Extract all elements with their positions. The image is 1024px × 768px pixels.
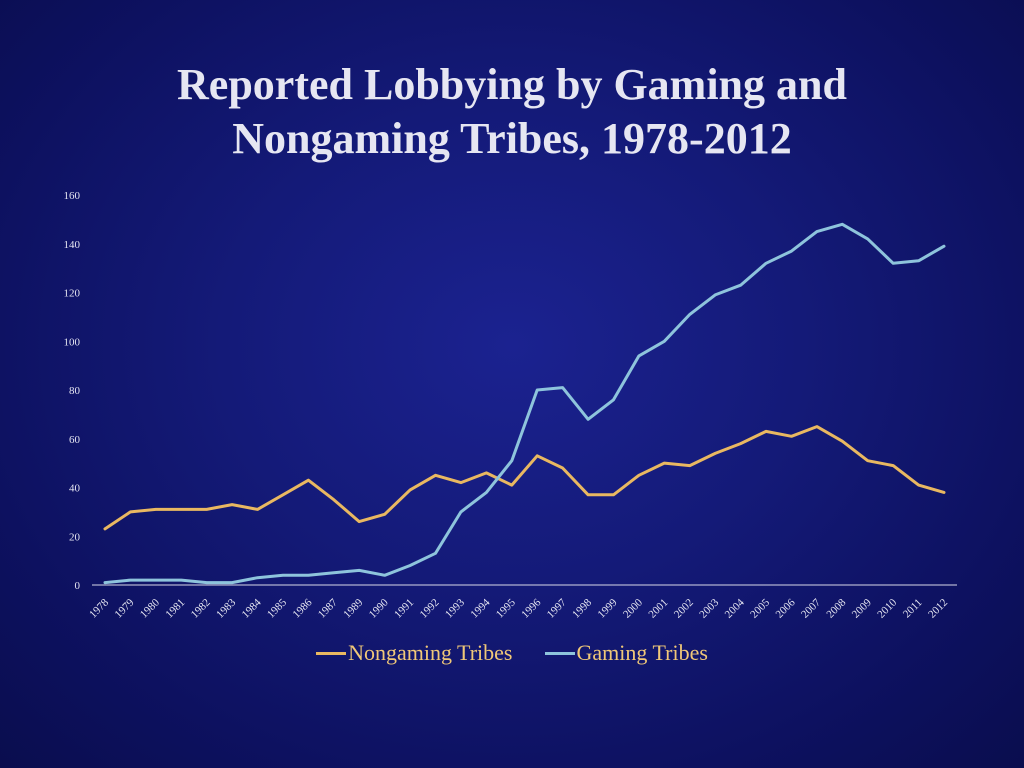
y-tick-label: 100 xyxy=(64,336,81,348)
x-tick-label: 1981 xyxy=(163,597,187,621)
x-tick-label: 2011 xyxy=(901,597,925,621)
x-tick-label: 2012 xyxy=(926,597,950,621)
y-tick-label: 120 xyxy=(64,288,81,300)
series-line-nongaming xyxy=(103,425,946,531)
x-tick-label: 1991 xyxy=(392,597,416,621)
legend: Nongaming Tribes Gaming Tribes xyxy=(0,640,1024,666)
x-tick-label: 2009 xyxy=(850,596,874,620)
x-tick-label: 2004 xyxy=(723,596,747,620)
x-tick-label: 1997 xyxy=(545,596,569,620)
y-axis-ticks: 0 20 40 60 80 100 120 140 160 xyxy=(64,190,81,592)
y-tick-label: 60 xyxy=(69,434,81,446)
x-tick-label: 2001 xyxy=(646,597,670,621)
x-tick-label: 1996 xyxy=(519,596,543,620)
chart-title-line-1: Reported Lobbying by Gaming and xyxy=(177,60,847,109)
x-tick-label: 1979 xyxy=(113,596,137,620)
chart-title-line-2: Nongaming Tribes, 1978-2012 xyxy=(232,114,792,163)
x-tick-label: 1983 xyxy=(214,596,238,620)
y-tick-label: 160 xyxy=(64,190,81,202)
x-tick-label: 1999 xyxy=(596,596,620,620)
legend-label-nongaming: Nongaming Tribes xyxy=(348,640,513,665)
x-tick-label: 1998 xyxy=(570,596,594,620)
y-tick-label: 80 xyxy=(69,385,81,397)
legend-swatch-gaming xyxy=(544,651,575,655)
y-tick-label: 0 xyxy=(75,580,81,592)
x-tick-label: 1986 xyxy=(290,596,314,620)
x-tick-label: 1989 xyxy=(341,596,365,620)
legend-label-gaming: Gaming Tribes xyxy=(576,640,708,665)
x-tick-label: 2005 xyxy=(748,596,772,620)
x-tick-label: 2008 xyxy=(824,596,848,620)
x-tick-label: 1994 xyxy=(468,596,492,620)
y-tick-label: 40 xyxy=(69,483,81,495)
x-tick-label: 1980 xyxy=(138,596,162,620)
x-tick-label: 2003 xyxy=(697,596,721,620)
legend-swatch-nongaming xyxy=(316,651,347,655)
x-tick-label: 1993 xyxy=(443,596,467,620)
x-tick-label: 1990 xyxy=(367,596,391,620)
x-tick-label: 2007 xyxy=(799,596,823,620)
x-tick-label: 1985 xyxy=(265,596,289,620)
x-tick-label: 1992 xyxy=(418,597,442,621)
y-tick-label: 20 xyxy=(69,531,81,543)
x-tick-label: 1982 xyxy=(189,597,213,621)
legend-item-gaming: Gaming Tribes xyxy=(544,640,708,666)
chart-title: Reported Lobbying by Gaming and Nongamin… xyxy=(0,58,1024,166)
series-lines xyxy=(103,222,946,585)
x-tick-label: 1978 xyxy=(87,596,111,620)
x-tick-label: 1995 xyxy=(494,596,518,620)
x-axis-ticks: 1978 1979 1980 1981 1982 1983 1984 1985 1986 1987… xyxy=(87,596,950,620)
x-tick-label: 1987 xyxy=(316,596,340,620)
series-line-gaming xyxy=(103,222,946,585)
x-tick-label: 2002 xyxy=(672,597,696,621)
x-tick-label: 2006 xyxy=(774,596,798,620)
x-tick-label: 2010 xyxy=(875,596,899,620)
x-tick-label: 2000 xyxy=(621,596,645,620)
legend-item-nongaming: Nongaming Tribes xyxy=(316,640,513,666)
x-tick-label: 1984 xyxy=(240,596,264,620)
y-tick-label: 140 xyxy=(64,239,81,251)
